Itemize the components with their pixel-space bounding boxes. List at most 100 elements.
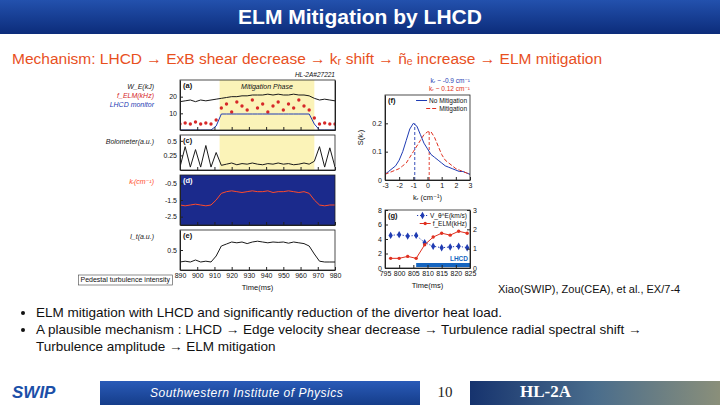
series-line — [180, 241, 335, 262]
series-marker — [448, 233, 451, 236]
tick-mark — [467, 229, 470, 230]
y-axis-line — [385, 96, 386, 181]
tick-label: 980 — [330, 272, 342, 279]
tick-mark — [232, 222, 233, 225]
tick-mark — [399, 177, 400, 180]
tick-mark — [301, 267, 302, 270]
series-marker — [214, 118, 217, 121]
tick: 0 — [467, 265, 477, 272]
bullet-list: ELM mitigation with LHCD and significant… — [14, 304, 704, 355]
plot-frame — [385, 95, 470, 180]
series-marker — [189, 122, 192, 125]
series-marker — [245, 108, 248, 111]
series-marker — [423, 243, 426, 246]
x-axis-line — [386, 268, 471, 269]
tick-mark — [318, 222, 319, 225]
series-marker — [465, 232, 468, 235]
tick-mark — [385, 268, 388, 269]
tick-label: 8 — [378, 207, 382, 214]
tick: -2.5 — [165, 213, 183, 220]
y-axis: 0.25 0.5 — [163, 136, 183, 171]
title: ELM Mitigation by LHCD — [0, 5, 720, 29]
tick: 940 — [261, 267, 273, 279]
tick-label: -2.5 — [165, 213, 177, 220]
tick-mark — [467, 249, 470, 250]
tick-mark — [467, 268, 470, 269]
tick: 0.5 — [167, 138, 183, 145]
tick — [283, 127, 284, 130]
series-marker — [204, 121, 207, 124]
plot-background — [180, 230, 335, 270]
mechanism: Mechanism: LHCD → ExB shear decrease → k… — [12, 50, 602, 68]
tick: 0.2 — [372, 120, 388, 127]
tick — [249, 167, 250, 170]
tick-mark — [180, 97, 183, 98]
tick-mark — [385, 254, 388, 255]
x-axis-title: Time(ms) — [242, 283, 274, 292]
series-marker — [440, 232, 443, 235]
tick: 900 — [192, 267, 204, 279]
tick — [318, 167, 319, 170]
legend-entry: Bolometer(a.u.) — [106, 138, 154, 146]
tick-mark — [301, 167, 302, 170]
tick: -1 — [411, 177, 417, 189]
peak-line — [429, 132, 430, 180]
tick-label: 2 — [454, 182, 458, 189]
x-axis — [181, 222, 336, 226]
tick — [249, 222, 250, 225]
tick-mark — [197, 267, 198, 270]
y-axis: 0.5 — [167, 231, 183, 271]
series-marker — [194, 120, 197, 123]
tick: 2 — [378, 250, 388, 257]
panel: 8909009109209309409509609709800.5Time(ms… — [79, 230, 342, 292]
y2-axis-line — [470, 211, 471, 269]
tick-label: 0 — [378, 177, 382, 184]
tick: 4 — [378, 236, 388, 243]
panel: 795800805810815820825024680123Time(ms)(g… — [378, 207, 477, 290]
tick-label: 910 — [209, 272, 221, 279]
tick — [232, 127, 233, 130]
tick-mark — [180, 113, 183, 114]
tick-mark — [399, 265, 400, 268]
tick-mark — [318, 127, 319, 130]
legend-entry: No Mitigation — [429, 97, 467, 105]
tick-mark — [180, 217, 183, 218]
panel: -3-2-1012300.10.2kᵣ (cm⁻¹)S(kᵣ)(f)kᵣ ~ -… — [356, 77, 473, 202]
plot-area — [180, 80, 335, 130]
tick-label: 0 — [473, 265, 477, 272]
shot-label: HL-2A#27221 — [295, 71, 335, 78]
series-marker — [220, 106, 223, 109]
tick-mark — [385, 123, 388, 124]
plot-area — [180, 191, 335, 206]
tick — [232, 222, 233, 225]
tick-label: 930 — [244, 272, 256, 279]
tick-label: 1 — [473, 245, 477, 252]
plot-background — [180, 80, 335, 130]
tick-mark — [413, 177, 414, 180]
tick — [266, 222, 267, 225]
tick-label: 0.25 — [163, 152, 177, 159]
tick: 950 — [278, 267, 290, 279]
bar-label: LHCD — [450, 255, 468, 262]
series-marker — [199, 122, 202, 125]
series-marker — [414, 232, 418, 239]
y2-axis: 0123 — [467, 207, 477, 272]
y-axis-title: S(kᵣ) — [356, 129, 365, 145]
tick-mark — [214, 167, 215, 170]
panel: 0.250.5(c)Bolometer(a.u.) — [106, 135, 336, 171]
lhcd-bar — [416, 263, 470, 267]
bullet: A plausible mechanism : LHCD → Edge velo… — [36, 321, 704, 355]
tick-mark — [180, 250, 183, 251]
series-marker — [440, 244, 444, 251]
tick-label: 890 — [175, 272, 187, 279]
tick — [318, 222, 319, 225]
tick-mark — [456, 265, 457, 268]
tick: 920 — [226, 267, 238, 279]
tick — [283, 222, 284, 225]
tick: 810 — [422, 265, 434, 277]
series-marker — [292, 106, 295, 109]
tick-label: 805 — [408, 270, 420, 277]
tick-mark — [283, 267, 284, 270]
tick: 0.5 — [167, 247, 183, 254]
legend-marker — [423, 222, 426, 225]
